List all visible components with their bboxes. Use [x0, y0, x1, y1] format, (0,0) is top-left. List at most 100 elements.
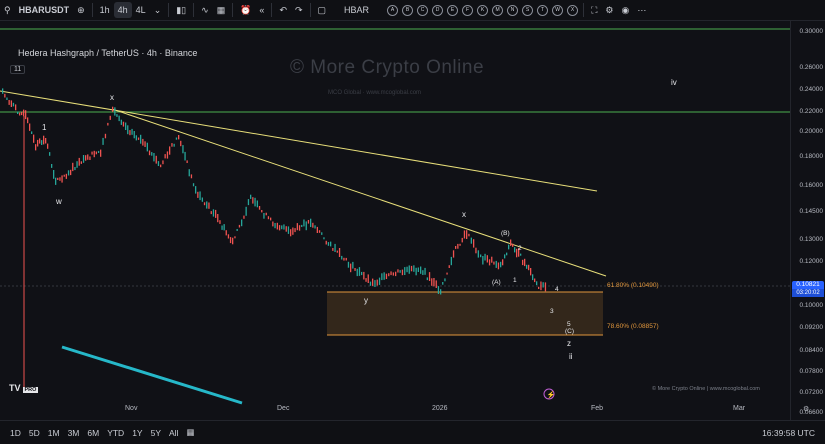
- candle: [281, 225, 283, 230]
- utc-clock[interactable]: 16:39:58 UTC: [762, 427, 815, 438]
- candle: [225, 230, 227, 236]
- candle: [45, 138, 47, 144]
- candle: [448, 265, 450, 268]
- candle: [399, 270, 401, 273]
- toolbar-letter-x[interactable]: X: [567, 4, 579, 16]
- trendline-upper[interactable]: [0, 90, 598, 192]
- trendline-lower[interactable]: [111, 108, 607, 277]
- range-all[interactable]: All: [169, 427, 179, 438]
- wave-label-z[interactable]: z: [567, 339, 571, 348]
- candle: [208, 202, 210, 209]
- candle: [538, 286, 540, 289]
- indicators-icon[interactable]: ∿: [201, 4, 209, 15]
- undo-icon[interactable]: ↶: [279, 4, 287, 15]
- toolbar-letter-w[interactable]: W: [552, 4, 564, 16]
- candle: [55, 177, 57, 185]
- candle: [397, 269, 399, 273]
- candle: [417, 267, 419, 272]
- timeframe-1h[interactable]: 1h: [99, 5, 110, 15]
- candle: [459, 243, 461, 246]
- camera-icon[interactable]: ◉: [621, 4, 630, 15]
- candle: [221, 225, 223, 230]
- toolbar-letter-n[interactable]: N: [507, 4, 519, 16]
- wave-label-y[interactable]: y: [364, 296, 368, 305]
- trendline-teal[interactable]: [61, 345, 243, 405]
- divider: [168, 3, 170, 17]
- range-6m[interactable]: 6M: [87, 427, 100, 438]
- compare-symbol-button[interactable]: HBAR: [344, 5, 370, 15]
- search-icon[interactable]: ⚲: [4, 4, 11, 15]
- wave-label-ii[interactable]: ii: [569, 352, 573, 361]
- date-range-icon[interactable]: ▦: [186, 427, 195, 437]
- range-ytd[interactable]: YTD: [107, 427, 125, 438]
- wave-label-n3[interactable]: 3: [550, 308, 554, 315]
- range-1d[interactable]: 1D: [10, 427, 21, 438]
- wave-label-b[interactable]: (B): [501, 230, 510, 237]
- indicator-count-badge[interactable]: 11: [10, 65, 26, 74]
- alert-icon[interactable]: ⏰: [240, 4, 252, 15]
- timeframe-4h[interactable]: 4h: [113, 2, 132, 18]
- lightning-icon[interactable]: [543, 388, 555, 400]
- candles-icon[interactable]: ▮▯: [176, 4, 187, 15]
- chart-legend-title[interactable]: Hedera Hashgraph / TetherUS · 4h · Binan…: [18, 48, 198, 58]
- toolbar-letter-e[interactable]: E: [447, 4, 459, 16]
- candle: [41, 140, 43, 145]
- candle: [466, 230, 468, 239]
- symbol-search-button[interactable]: HBARUSDT: [18, 5, 70, 15]
- tradingview-logo[interactable]: TV PRO: [9, 383, 39, 393]
- candle: [530, 268, 532, 276]
- toolbar-letter-d[interactable]: D: [432, 4, 444, 16]
- more-icon[interactable]: ⋯: [637, 4, 647, 15]
- candle: [252, 197, 254, 204]
- layout-icon[interactable]: ▢: [317, 4, 327, 15]
- range-5d[interactable]: 5D: [28, 427, 40, 438]
- timeframe-4l[interactable]: 4L: [135, 5, 146, 15]
- time-axis-settings-icon[interactable]: ⚙: [803, 406, 810, 413]
- candle: [540, 281, 542, 291]
- templates-icon[interactable]: ▦: [216, 4, 226, 15]
- candle: [23, 109, 25, 117]
- divider: [193, 3, 195, 17]
- candle: [85, 155, 87, 161]
- candle: [157, 161, 160, 166]
- wave-label-n4[interactable]: 4: [555, 286, 559, 293]
- divider: [91, 3, 93, 17]
- toolbar-letter-k[interactable]: K: [477, 4, 489, 16]
- wave-label-n2[interactable]: 2: [518, 245, 522, 252]
- range-1y[interactable]: 1Y: [132, 427, 143, 438]
- gear-icon[interactable]: ⚙: [605, 4, 614, 15]
- range-1m[interactable]: 1M: [47, 427, 60, 438]
- wave-label-1[interactable]: 1: [42, 123, 47, 132]
- candle: [395, 271, 397, 277]
- toolbar-letter-t[interactable]: T: [537, 4, 549, 16]
- wave-label-a[interactable]: (A): [492, 279, 501, 286]
- redo-icon[interactable]: ↷: [294, 4, 303, 15]
- range-5y[interactable]: 5Y: [150, 427, 161, 438]
- candle: [343, 257, 345, 261]
- price-chart[interactable]: ⚡: [0, 21, 790, 420]
- wave-label-c[interactable]: (C): [565, 328, 575, 335]
- range-3m[interactable]: 3M: [67, 427, 80, 438]
- chevron-down-icon[interactable]: ⌄: [153, 4, 162, 15]
- fib-zone[interactable]: [327, 292, 603, 335]
- toolbar-letter-c[interactable]: C: [417, 4, 429, 16]
- wave-label-n1[interactable]: 1: [513, 277, 517, 284]
- chart-pane[interactable]: ⚡ Hedera Hashgraph / TetherUS · 4h · Bin…: [0, 21, 790, 420]
- toolbar-letter-a[interactable]: A: [387, 4, 399, 16]
- candle: [148, 150, 151, 156]
- replay-icon[interactable]: «: [259, 5, 265, 15]
- wave-label-n5[interactable]: 5: [567, 321, 571, 328]
- add-symbol-icon[interactable]: ⊕: [77, 4, 85, 15]
- wave-label-x2[interactable]: x: [462, 210, 466, 219]
- toolbar-letter-m[interactable]: M: [492, 4, 504, 16]
- wave-label-w[interactable]: w: [56, 197, 62, 206]
- toolbar-letter-b[interactable]: B: [402, 4, 414, 16]
- fullscreen-icon[interactable]: ⛶: [591, 4, 598, 15]
- toolbar-letter-f[interactable]: F: [462, 4, 474, 16]
- time-axis-label-2026: 2026: [432, 405, 448, 412]
- candle: [243, 215, 245, 219]
- wave-label-x1[interactable]: x: [110, 93, 114, 102]
- toolbar-letter-s[interactable]: S: [522, 4, 534, 16]
- price-axis[interactable]: 0.30000 0.26000 0.24000 0.22000 0.20000 0.180…: [790, 21, 825, 420]
- wave-label-iv[interactable]: iv: [671, 78, 677, 87]
